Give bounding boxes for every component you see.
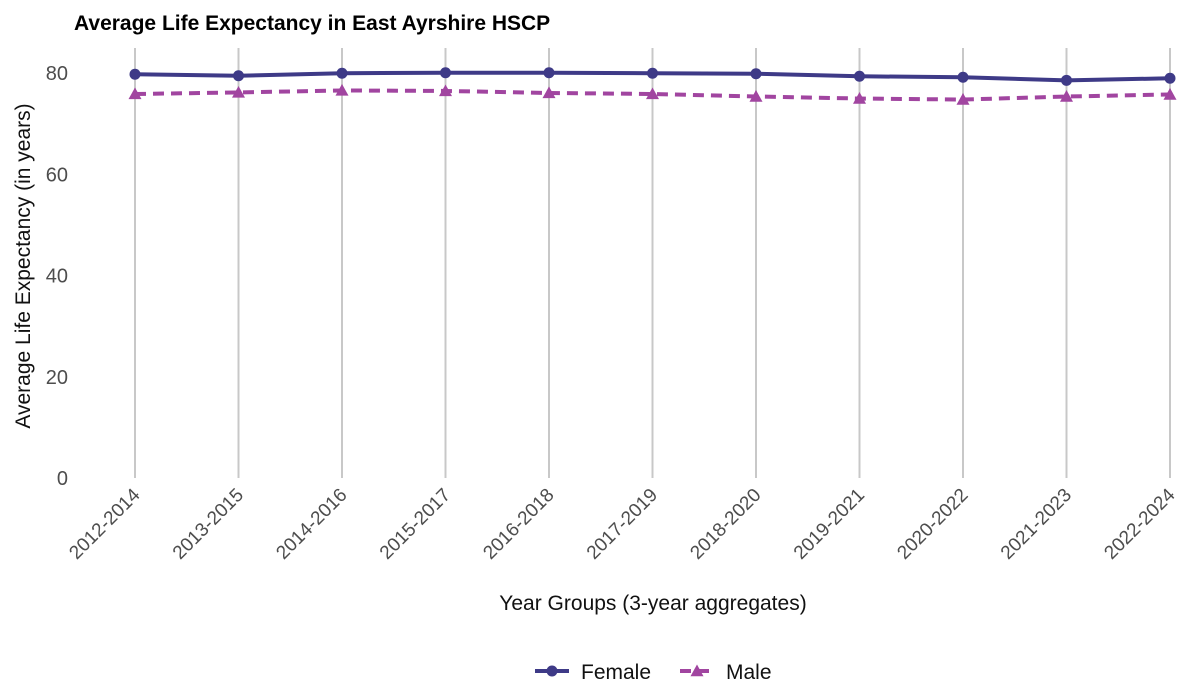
series-layer: [128, 67, 1177, 105]
x-tick-label: 2015-2017: [376, 485, 455, 564]
x-axis-title: Year Groups (3-year aggregates): [499, 592, 806, 615]
point-male: [749, 90, 763, 102]
x-tick-label: 2016-2018: [479, 485, 558, 564]
point-female: [647, 67, 658, 79]
point-female: [957, 71, 969, 83]
point-female: [750, 68, 762, 80]
x-tick-label: 2012-2014: [65, 484, 144, 563]
point-male: [232, 85, 245, 98]
legend-marker-female: [546, 665, 558, 677]
point-male: [853, 92, 866, 104]
point-female: [1061, 74, 1072, 86]
point-female: [854, 70, 865, 82]
point-male: [542, 86, 556, 99]
point-male: [646, 87, 659, 100]
point-male: [335, 83, 349, 96]
point-male: [1163, 87, 1177, 100]
point-female: [336, 67, 348, 79]
point-female: [233, 70, 244, 82]
point-female: [440, 67, 451, 79]
y-tick-label: 80: [46, 63, 68, 85]
legend: Female Male: [535, 661, 772, 684]
legend-item-male: Male: [680, 661, 772, 684]
point-male: [956, 93, 970, 105]
series-line-male: [134, 88, 1171, 102]
x-axis-ticks: 2012-2014 2013-2015 2014-2016 2015-2017 2016…: [65, 484, 1179, 563]
point-female: [1164, 72, 1176, 84]
grid: [134, 48, 1171, 478]
point-male: [1060, 90, 1073, 102]
y-axis-ticks: 0 20 40 60 80: [46, 63, 68, 490]
point-male: [128, 87, 142, 100]
y-tick-label: 0: [57, 468, 68, 490]
y-axis-title: Average Life Expectancy (in years): [12, 103, 35, 428]
x-tick-label: 2020-2022: [893, 485, 972, 564]
point-male: [439, 84, 452, 97]
legend-label-female: Female: [581, 661, 651, 684]
legend-item-female: Female: [535, 661, 651, 684]
y-tick-label: 20: [46, 367, 68, 389]
series-male: [128, 83, 1177, 105]
y-tick-label: 40: [46, 266, 68, 288]
legend-label-male: Male: [726, 661, 772, 684]
x-tick-label: 2019-2021: [790, 485, 869, 564]
x-tick-label: 2021-2023: [997, 485, 1076, 564]
x-tick-label: 2022-2024: [1100, 484, 1179, 563]
y-tick-label: 60: [46, 164, 68, 186]
x-tick-label: 2013-2015: [169, 485, 248, 564]
x-tick-label: 2018-2020: [686, 485, 765, 564]
point-female: [129, 68, 141, 80]
x-tick-label: 2017-2019: [583, 485, 662, 564]
legend-marker-male: [690, 664, 704, 677]
point-female: [543, 67, 555, 79]
x-tick-label: 2014-2016: [272, 485, 351, 564]
series-female: [129, 67, 1176, 86]
chart-title: Average Life Expectancy in East Ayrshire…: [74, 12, 550, 35]
